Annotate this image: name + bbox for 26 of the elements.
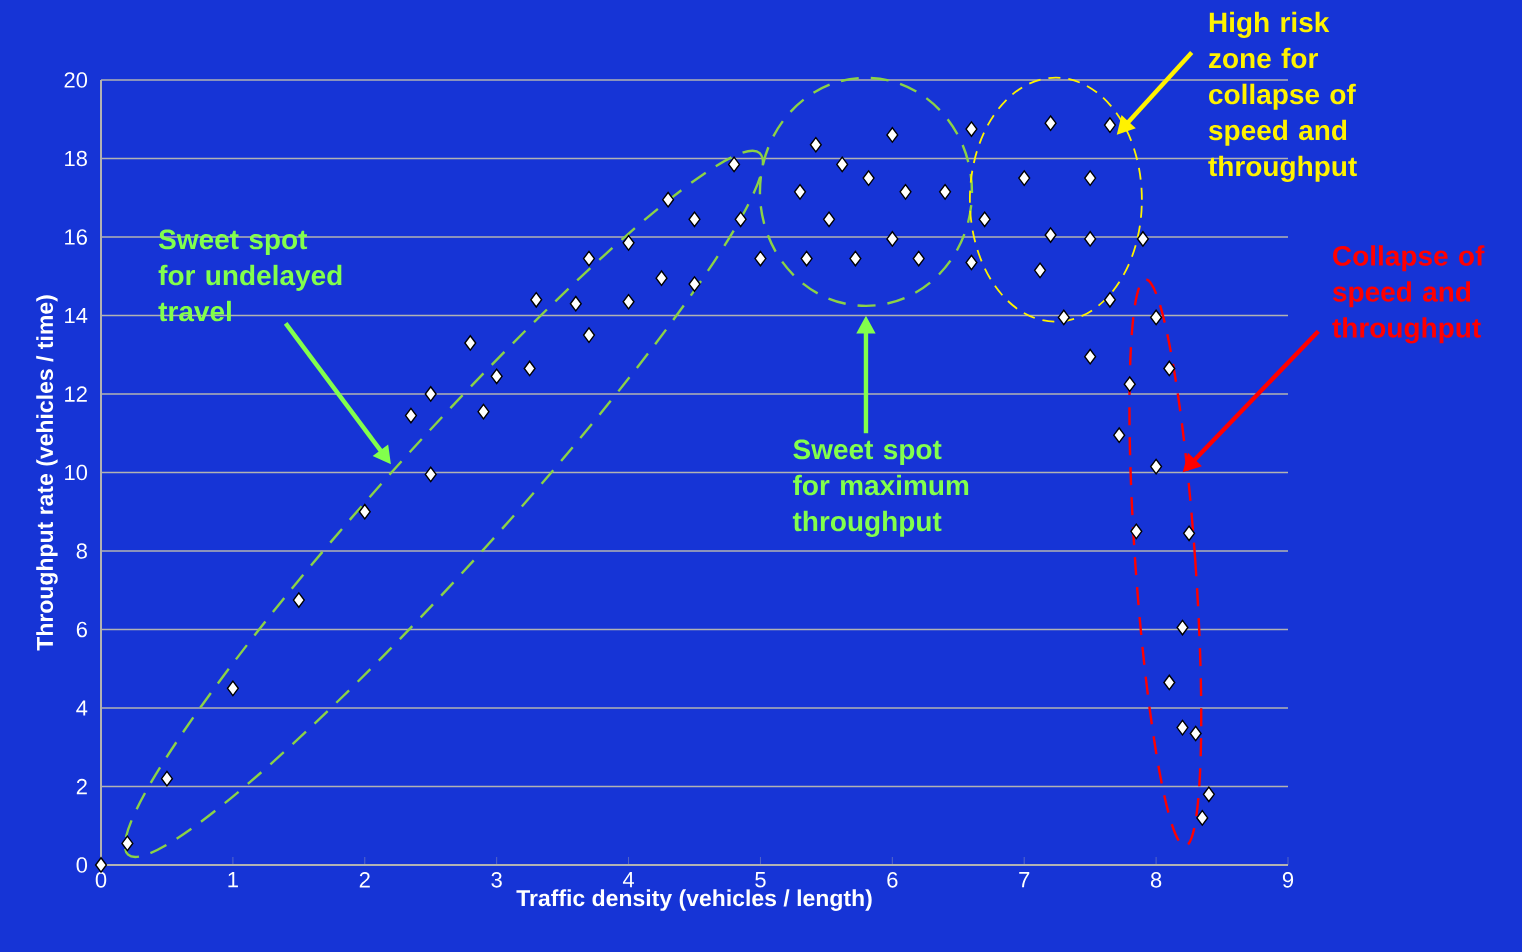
x-tick-label: 2 (359, 872, 370, 888)
y-tick-label: 20 (64, 72, 88, 88)
y-tick-label: 8 (76, 543, 87, 559)
x-axis-title: Traffic density (vehicles / length) (516, 889, 872, 911)
y-tick-label: 0 (76, 857, 88, 873)
x-tick-label: 9 (1282, 872, 1294, 888)
x-tick-label: 6 (887, 872, 898, 888)
x-tick-label: 3 (491, 872, 502, 888)
x-tick-label: 7 (1019, 872, 1030, 888)
y-tick-label: 12 (65, 386, 87, 402)
x-tick-label: 4 (622, 872, 635, 888)
x-tick-label: 8 (1150, 872, 1162, 888)
y-tick-label: 4 (76, 700, 88, 716)
y-tick-label: 16 (65, 229, 87, 245)
y-tick-label: 6 (76, 621, 87, 638)
annotation: Sweet spot for maximum throughput (792, 439, 969, 537)
y-tick-label: 10 (65, 464, 88, 481)
x-tick-label: 0 (95, 872, 107, 888)
text: Collapse of speed and throughput (1332, 245, 1485, 344)
x-tick-label: 5 (755, 872, 766, 888)
y-tick-label: 18 (65, 150, 87, 167)
y-tick-label: 14 (65, 307, 88, 324)
x-tick-label: 1 (228, 872, 238, 888)
y-tick-label: 2 (76, 778, 87, 795)
y-axis-title: Throughput rate (vehicles / time) (36, 295, 58, 651)
annotation: High risk zone for collapse of speed and throughput (1208, 11, 1357, 182)
